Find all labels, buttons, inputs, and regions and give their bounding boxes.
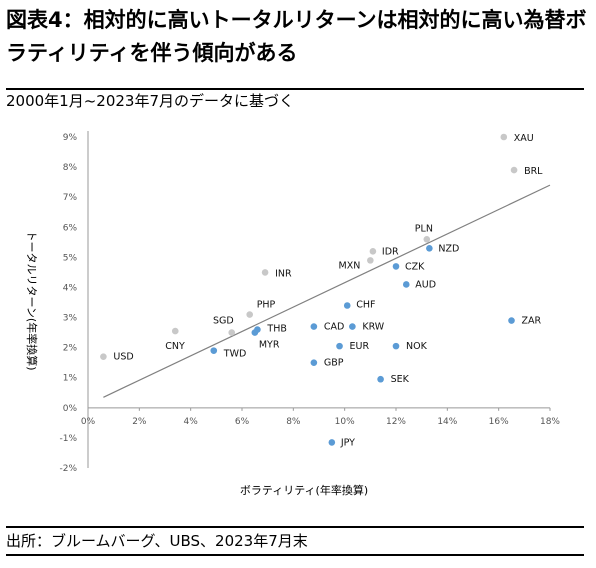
point-usd — [100, 353, 107, 360]
point-krw — [349, 323, 356, 330]
label-thb: THB — [266, 324, 286, 335]
label-eur: EUR — [350, 341, 370, 352]
point-nok — [392, 342, 400, 350]
label-gbp: GBP — [324, 358, 344, 369]
y-tick-label: 6% — [63, 223, 78, 233]
y-tick-label: 2% — [63, 344, 78, 354]
y-tick-label: -2% — [59, 464, 77, 474]
trendline — [103, 184, 551, 398]
label-twd: TWD — [223, 349, 247, 360]
label-usd: USD — [113, 352, 133, 363]
page-title: 図表4：相対的に高いトータルリターンは相対的に高い為替ボラティリティを伴う傾向が… — [6, 8, 587, 65]
point-cad — [310, 323, 318, 330]
label-zar: ZAR — [522, 316, 542, 327]
label-idr: IDR — [382, 246, 399, 257]
label-cny: CNY — [165, 341, 185, 352]
label-krw: KRW — [362, 322, 384, 333]
label-cad: CAD — [324, 322, 344, 333]
label-sgd: SGD — [213, 316, 234, 327]
scatter-chart: 9% 8% 7% 6% 5% 4% 3% 2% 1% 0% -1% -2% 0% 2% 4% 6% 8% 10% 1… — [25, 131, 560, 497]
point-labels: XAU BRL PLN NZD IDR MXN CZK INR AUD CHF PHP ZAR CAD K… — [113, 133, 543, 448]
y-tick-label: 8% — [63, 163, 78, 173]
label-myr: MYR — [259, 340, 280, 351]
x-tick-label: 18% — [540, 417, 560, 427]
source-rule-bottom — [6, 554, 584, 556]
point-jpy — [328, 439, 336, 446]
x-tick-label: 0% — [81, 417, 96, 427]
x-tick-label: 8% — [286, 417, 301, 427]
point-inr — [261, 269, 269, 276]
point-myr — [251, 329, 259, 336]
y-tick-label: 3% — [63, 314, 78, 324]
label-nok: NOK — [406, 341, 428, 352]
data-points — [100, 133, 518, 446]
point-chf — [343, 302, 351, 309]
y-tick-label: -1% — [59, 434, 77, 444]
point-zar — [508, 317, 515, 324]
x-tick-label: 12% — [386, 417, 406, 427]
point-php — [246, 311, 253, 318]
label-brl: BRL — [524, 166, 543, 177]
label-pln: PLN — [415, 223, 433, 234]
point-mxn — [367, 257, 374, 264]
label-nzd: NZD — [438, 243, 459, 254]
x-tick-label: 10% — [335, 417, 355, 427]
y-tick-label: 1% — [63, 374, 78, 384]
point-sek — [377, 375, 384, 383]
x-tick-label: 4% — [184, 417, 199, 427]
source-rule-top — [6, 526, 584, 528]
y-axis-label: トータルリターン(年率換算) — [25, 230, 39, 370]
x-tick-label: 14% — [437, 417, 457, 427]
label-xau: XAU — [514, 133, 534, 144]
title-rule — [6, 88, 584, 90]
label-mxn: MXN — [339, 260, 361, 271]
x-tick-label: 6% — [235, 417, 250, 427]
point-brl — [510, 166, 518, 174]
point-czk — [392, 263, 400, 270]
point-pln — [423, 236, 431, 243]
y-tick-label: 9% — [63, 133, 78, 143]
label-inr: INR — [275, 268, 292, 279]
x-axis-label: ボラティリティ(年率換算) — [240, 483, 368, 497]
point-sgd — [228, 329, 236, 336]
point-nzd — [426, 245, 433, 252]
point-twd — [210, 347, 218, 354]
point-eur — [336, 342, 343, 350]
x-tick-label: 2% — [132, 417, 147, 427]
label-jpy: JPY — [340, 437, 355, 448]
point-gbp — [310, 359, 318, 366]
point-cny — [171, 327, 179, 335]
point-idr — [369, 248, 377, 255]
x-tick-label: 16% — [489, 417, 509, 427]
y-tick-label: 0% — [63, 404, 78, 414]
trendline-line — [103, 184, 551, 398]
source-note: 出所：ブルームバーグ、UBS、2023年7月末 — [6, 532, 308, 550]
label-czk: CZK — [405, 261, 425, 272]
y-tick-label: 4% — [63, 283, 78, 293]
point-xau — [500, 133, 508, 141]
label-chf: CHF — [356, 300, 375, 311]
point-aud — [402, 281, 410, 288]
y-tick-label: 5% — [63, 253, 78, 263]
chart-axes: 9% 8% 7% 6% 5% 4% 3% 2% 1% 0% -1% -2% 0% 2% 4% 6% 8% 10% 1… — [25, 131, 560, 497]
label-sek: SEK — [391, 374, 410, 385]
label-aud: AUD — [415, 279, 436, 290]
label-php: PHP — [257, 300, 276, 311]
y-tick-label: 7% — [63, 193, 78, 203]
chart-subtitle: 2000年1月~2023年7月のデータに基づく — [6, 92, 295, 110]
